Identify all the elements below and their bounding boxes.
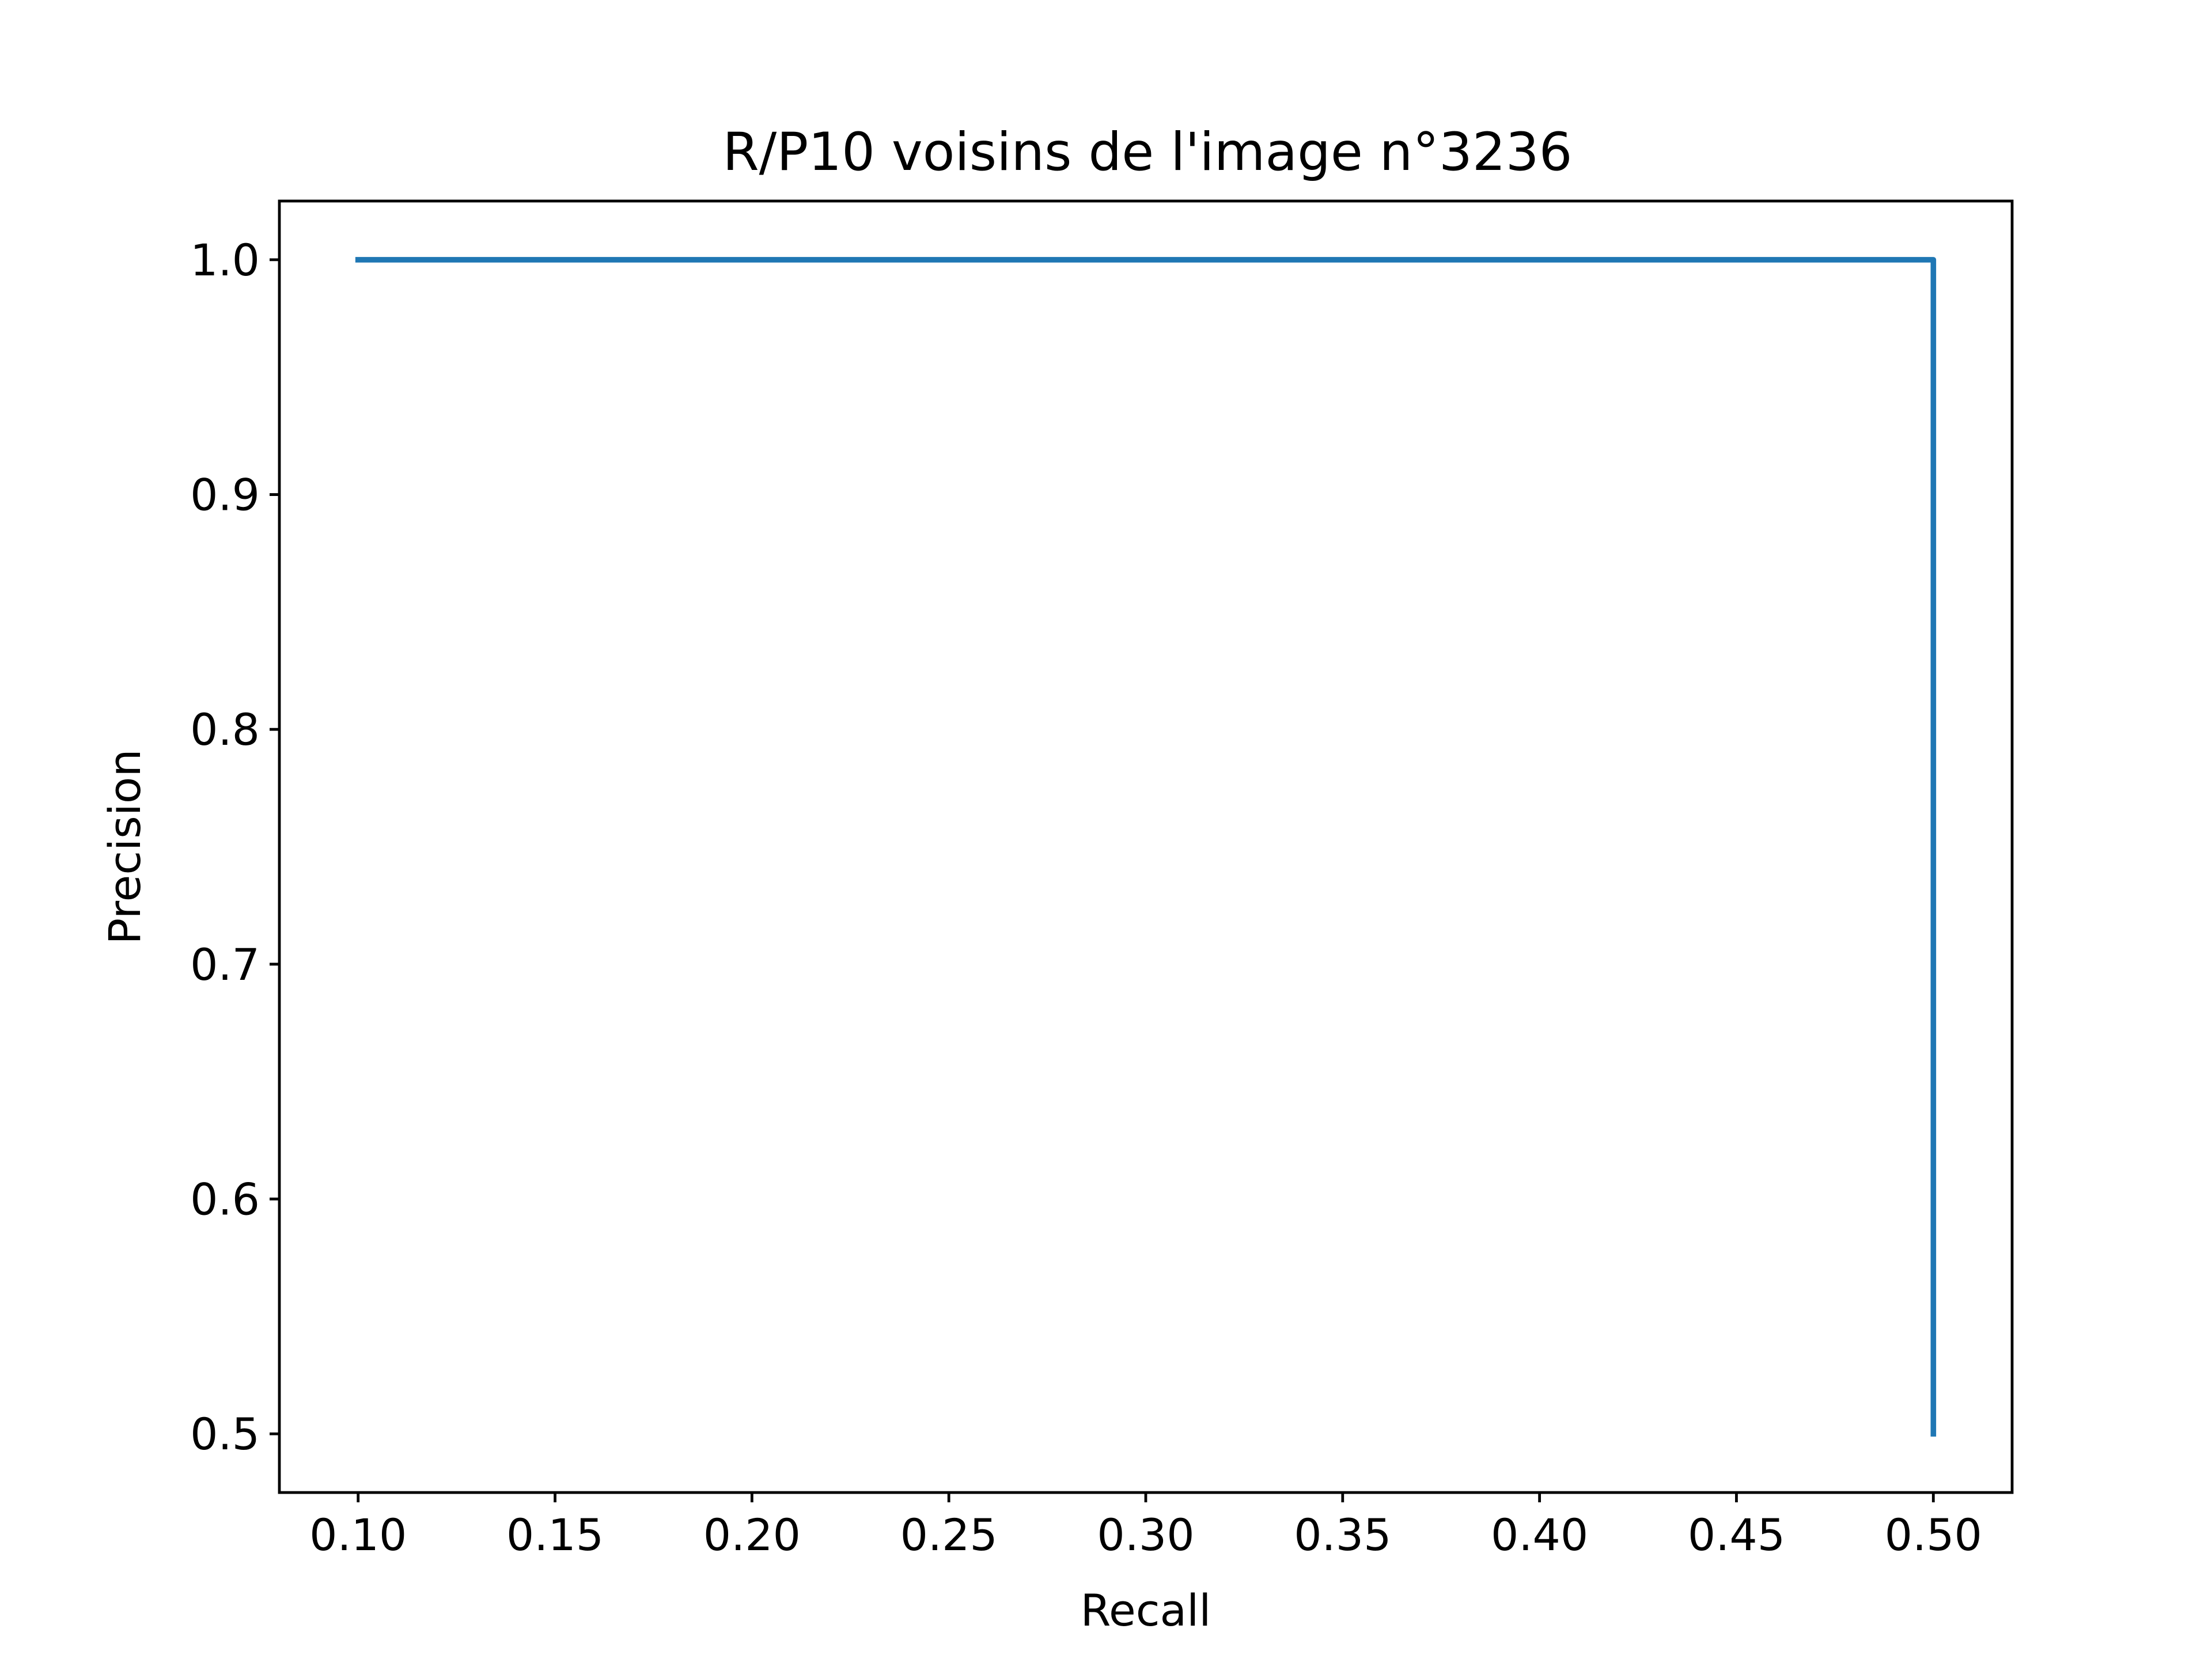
x-axis: 0.10 0.15 0.20 0.25 0.30 0.35 0.40 0.45 0.50	[309, 1493, 1982, 1560]
y-tick-label: 0.5	[190, 1408, 260, 1460]
x-tick-label: 0.30	[1097, 1509, 1194, 1560]
x-tick-label: 0.10	[309, 1509, 407, 1560]
x-tick-label: 0.40	[1491, 1509, 1588, 1560]
x-tick-label: 0.25	[900, 1509, 998, 1560]
y-tick-label: 0.7	[190, 939, 260, 990]
x-tick-label: 0.45	[1688, 1509, 1785, 1560]
x-tick-label: 0.35	[1294, 1509, 1391, 1560]
y-tick-label: 1.0	[190, 234, 260, 286]
y-axis: 0.5 0.6 0.7 0.8 0.9 1.0	[190, 234, 279, 1460]
x-tick-label: 0.20	[703, 1509, 801, 1560]
y-tick-label: 0.8	[190, 704, 260, 755]
x-tick-label: 0.15	[506, 1509, 604, 1560]
y-tick-label: 0.9	[190, 469, 260, 521]
x-axis-label: Recall	[1081, 1585, 1211, 1636]
series-line-0	[355, 257, 1937, 1437]
plot-area	[355, 257, 1937, 1437]
plot-frame	[278, 199, 2014, 1494]
y-tick-label: 0.6	[190, 1173, 260, 1225]
chart-title: R/P10 voisins de l'image n°3236	[722, 122, 1572, 183]
x-tick-label: 0.50	[1885, 1509, 1982, 1560]
y-axis-label: Precision	[99, 749, 150, 944]
